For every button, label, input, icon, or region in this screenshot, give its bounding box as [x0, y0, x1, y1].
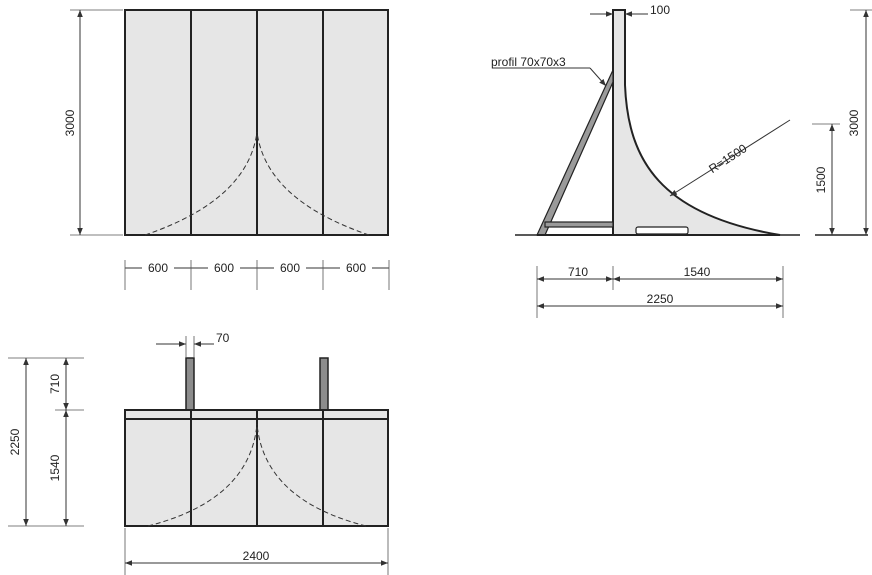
ramp-depth-label: 1540	[48, 454, 62, 481]
panel-width-label: 600	[148, 261, 168, 275]
support-post-right	[319, 357, 329, 411]
panel-width-label: 600	[214, 261, 234, 275]
support-post-left	[185, 357, 195, 411]
top-total-depth-label: 2250	[8, 428, 22, 455]
radius-height-label: 1500	[814, 166, 828, 193]
brace-base-label: 710	[568, 265, 588, 279]
support-depth-label: 710	[48, 374, 62, 394]
radius-label: R=1500	[706, 141, 749, 176]
ramp-base-label: 1540	[684, 265, 711, 279]
front-height-label: 3000	[63, 109, 77, 136]
side-total-base-label: 2250	[647, 292, 674, 306]
brace-profile	[536, 69, 614, 236]
brace-profile-label: profil 70x70x3	[491, 55, 566, 69]
panel-width-dimensions: 600 600 600 600	[124, 260, 390, 290]
panel-width-label: 600	[346, 261, 366, 275]
hidden-ramp-curve-right	[256, 423, 367, 527]
side-height-label: 3000	[847, 109, 861, 136]
top-view: 70 2250 710 1540 2400	[8, 331, 389, 575]
panel-width-label: 600	[280, 261, 300, 275]
hidden-ramp-curve-right	[256, 131, 370, 236]
brace-crossbar	[544, 221, 614, 228]
radius-leader	[669, 119, 791, 197]
hidden-ramp-curve-left	[147, 423, 258, 527]
ramp-base-cutout	[635, 226, 689, 235]
ramp-profile	[612, 9, 781, 236]
side-view: 100 profil 70x70x3 R=1500 1500 3000 710 …	[491, 3, 872, 318]
side-post-width-label: 100	[650, 3, 670, 17]
front-view: 3000 600 600 600 600	[63, 9, 390, 290]
top-total-width-label: 2400	[243, 549, 270, 563]
hidden-ramp-curve-left	[144, 131, 258, 236]
top-post-width-label: 70	[216, 331, 230, 345]
